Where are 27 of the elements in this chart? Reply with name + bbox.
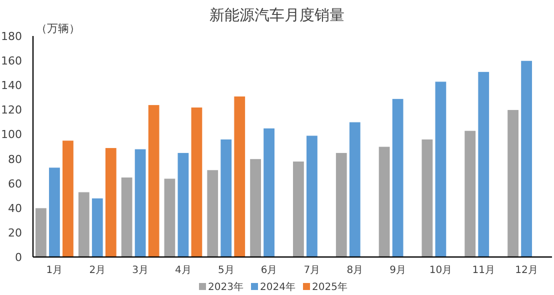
y-tick-label: 140: [1, 79, 22, 92]
x-tick-label: 10月: [429, 265, 452, 276]
x-tick-label: 9月: [390, 265, 406, 276]
x-tick-label: 3月: [132, 265, 148, 276]
y-tick-label: 80: [8, 152, 22, 166]
y-tick-label: 100: [1, 128, 22, 142]
y-tick-label: 160: [1, 54, 22, 68]
x-tick-label: 11月: [472, 265, 495, 276]
legend-label: 2024年: [260, 281, 296, 293]
x-tick-label: 2月: [89, 265, 106, 276]
y-tick-label: 20: [8, 226, 22, 240]
x-tick-label: 1月: [46, 265, 63, 276]
legend-label: 2023年: [208, 281, 244, 293]
x-tick-label: 8月: [346, 265, 364, 276]
x-tick-label: 4月: [175, 265, 192, 276]
x-tick-label: 12月: [515, 265, 538, 276]
y-tick-label: 0: [15, 251, 22, 264]
x-tick-label: 5月: [218, 265, 234, 276]
y-tick-label: 40: [8, 202, 22, 215]
legend-label: 2025年: [312, 281, 348, 293]
chart-title: 新能源汽车月度销量: [210, 6, 344, 24]
x-tick-label: 7月: [304, 265, 320, 276]
y-tick-label: 120: [1, 104, 22, 117]
y-tick-label: 60: [8, 177, 22, 190]
y-axis-title: （万辆）: [36, 22, 80, 35]
x-tick-label: 6月: [260, 265, 278, 276]
y-tick-label: 180: [1, 30, 22, 43]
